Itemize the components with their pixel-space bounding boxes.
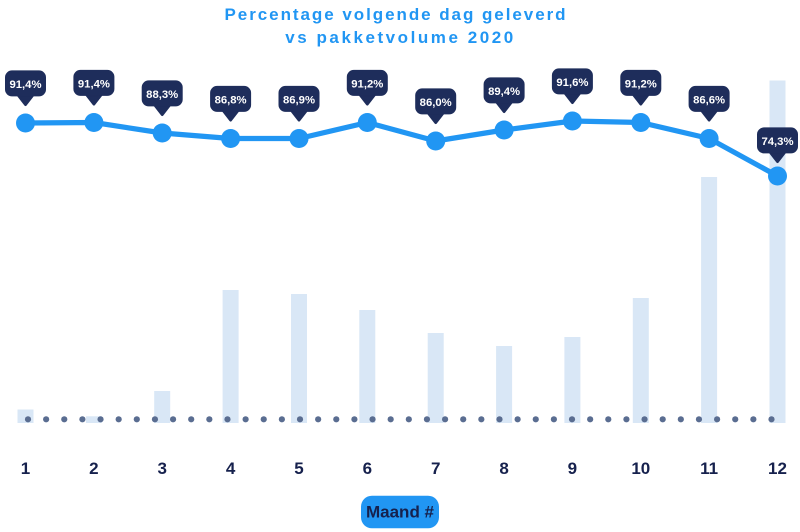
svg-text:9: 9 <box>568 459 577 478</box>
svg-text:86,8%: 86,8% <box>215 95 247 107</box>
svg-text:5: 5 <box>294 459 303 478</box>
svg-text:4: 4 <box>226 459 236 478</box>
svg-text:86,0%: 86,0% <box>420 97 452 109</box>
svg-text:10: 10 <box>631 459 650 478</box>
svg-text:74,3%: 74,3% <box>761 136 793 148</box>
svg-text:3: 3 <box>157 459 166 478</box>
svg-text:91,4%: 91,4% <box>78 79 110 91</box>
svg-text:11: 11 <box>700 459 718 478</box>
svg-text:6: 6 <box>363 459 372 478</box>
svg-text:91,4%: 91,4% <box>9 79 41 91</box>
svg-text:1: 1 <box>21 459 30 478</box>
svg-text:2: 2 <box>89 459 98 478</box>
svg-text:89,4%: 89,4% <box>488 86 520 98</box>
svg-text:91,2%: 91,2% <box>625 79 657 91</box>
svg-text:91,6%: 91,6% <box>556 77 588 89</box>
svg-text:86,6%: 86,6% <box>693 95 725 107</box>
svg-text:91,2%: 91,2% <box>351 79 383 91</box>
svg-text:Maand #: Maand # <box>366 503 435 522</box>
svg-text:12: 12 <box>768 459 787 478</box>
svg-text:7: 7 <box>431 459 440 478</box>
svg-text:vs pakketvolume 2020: vs pakketvolume 2020 <box>285 28 516 47</box>
svg-text:8: 8 <box>499 459 508 478</box>
svg-text:86,9%: 86,9% <box>283 95 315 107</box>
svg-text:Percentage volgende dag geleve: Percentage volgende dag geleverd <box>225 5 568 24</box>
svg-text:88,3%: 88,3% <box>146 89 178 101</box>
